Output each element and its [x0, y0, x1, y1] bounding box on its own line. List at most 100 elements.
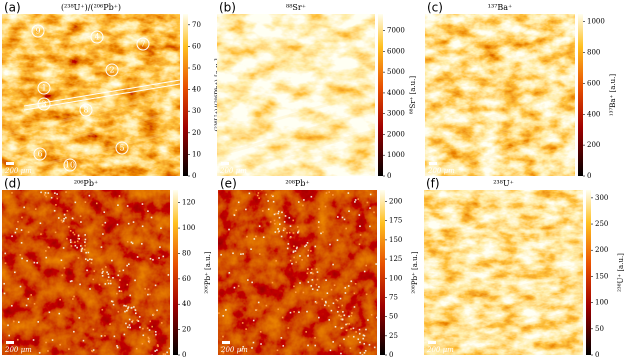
- hot-pixel: [367, 319, 369, 321]
- hot-pixel: [328, 319, 331, 321]
- hot-pixel: [147, 336, 150, 339]
- hot-pixel: [324, 304, 326, 307]
- hot-pixel: [310, 268, 313, 271]
- hot-pixel: [142, 334, 145, 337]
- hot-pixel: [107, 276, 110, 279]
- hot-pixel: [50, 196, 53, 199]
- hot-pixel: [345, 329, 348, 332]
- hot-pixel: [11, 235, 13, 238]
- hot-pixel: [370, 314, 373, 316]
- hot-pixel: [366, 201, 369, 204]
- hot-pixel: [71, 217, 74, 220]
- hot-pixel: [106, 271, 108, 274]
- hot-pixel: [107, 282, 110, 285]
- hot-pixel: [158, 257, 160, 259]
- hot-pixel: [373, 211, 375, 214]
- hot-pixel: [363, 352, 366, 354]
- colorbar: [378, 14, 383, 176]
- hot-pixel: [147, 288, 150, 291]
- hot-pixel: [118, 290, 121, 292]
- colorbar-label: ⁸⁸Sr⁺ [a.u.]: [409, 76, 417, 115]
- colorbar: [578, 14, 583, 176]
- colorbar-tick-label: 60: [182, 275, 191, 283]
- hot-pixel: [134, 309, 137, 312]
- image-texture: [217, 14, 375, 176]
- hot-pixel: [135, 312, 137, 315]
- hot-pixel: [297, 201, 300, 203]
- hot-pixel: [60, 219, 63, 222]
- hot-pixel: [222, 335, 224, 338]
- hot-pixel: [339, 297, 342, 300]
- hot-pixel: [125, 322, 127, 325]
- hot-pixel: [117, 204, 119, 206]
- heatmap-image: [217, 14, 375, 176]
- annotation-label: 5: [119, 144, 124, 153]
- hot-pixel: [336, 216, 339, 218]
- hot-pixel: [74, 201, 77, 204]
- hot-pixel: [60, 259, 63, 262]
- hot-pixel: [344, 286, 347, 289]
- hot-pixel: [283, 227, 285, 229]
- hot-pixel: [239, 349, 242, 352]
- hot-pixel: [288, 231, 291, 234]
- hot-pixel: [321, 298, 324, 300]
- annotation-circle: [31, 24, 45, 38]
- hot-pixel: [152, 313, 155, 316]
- hot-pixel: [89, 288, 91, 290]
- hot-pixel: [152, 258, 154, 261]
- colorbar-tick-label: 30: [192, 107, 201, 115]
- hot-pixel: [21, 216, 23, 219]
- hot-pixel: [328, 191, 331, 193]
- hot-pixel: [253, 238, 256, 240]
- annotation-circle: [115, 141, 129, 155]
- colorbar-tick-label: 0: [387, 172, 391, 180]
- colorbar: [173, 190, 178, 355]
- hot-pixel: [325, 192, 328, 194]
- hot-pixel: [318, 208, 320, 210]
- hot-pixel: [116, 345, 118, 347]
- hot-pixel: [376, 316, 377, 319]
- hot-pixel: [324, 205, 327, 208]
- hot-pixel: [335, 298, 338, 301]
- colorbar-tick-label: 300: [595, 194, 608, 202]
- hot-pixel: [56, 193, 58, 195]
- hot-pixel: [102, 233, 104, 235]
- colorbar-tick-label: 1000: [387, 151, 405, 159]
- hot-pixel: [350, 280, 353, 283]
- hot-pixel: [151, 354, 154, 355]
- hot-pixel: [81, 248, 84, 251]
- hot-pixel: [133, 306, 135, 308]
- hot-pixel: [297, 230, 300, 233]
- colorbar-tick-label: 0: [389, 351, 393, 359]
- hot-pixel: [123, 333, 126, 336]
- hot-pixel: [92, 328, 95, 331]
- hot-pixel: [4, 262, 7, 264]
- hot-pixel: [130, 241, 133, 244]
- hot-pixel: [363, 270, 366, 273]
- hot-pixel: [88, 194, 91, 197]
- hot-pixel: [348, 210, 350, 213]
- scale-bar: [428, 341, 436, 344]
- hot-pixel: [136, 256, 139, 258]
- heatmap-image: [218, 190, 377, 355]
- hot-pixel: [109, 280, 112, 282]
- hot-pixel: [154, 331, 157, 333]
- hot-pixel: [316, 289, 319, 291]
- hot-pixel: [131, 320, 133, 323]
- hot-pixel: [345, 323, 347, 326]
- colorbar-tick-label: 10: [192, 150, 201, 158]
- annotation-circle: [63, 158, 77, 172]
- hot-pixel: [14, 231, 17, 234]
- hot-pixel: [347, 335, 350, 338]
- hot-pixel: [80, 221, 82, 223]
- hot-pixel: [72, 298, 74, 300]
- hot-pixel: [26, 259, 28, 262]
- hot-pixel: [333, 284, 336, 287]
- hot-pixel: [316, 271, 319, 273]
- colorbar-tick-label: 100: [389, 274, 402, 282]
- hot-pixel: [141, 203, 144, 205]
- hot-pixel: [317, 226, 320, 229]
- hot-pixel: [61, 221, 64, 223]
- hot-pixel: [288, 216, 291, 219]
